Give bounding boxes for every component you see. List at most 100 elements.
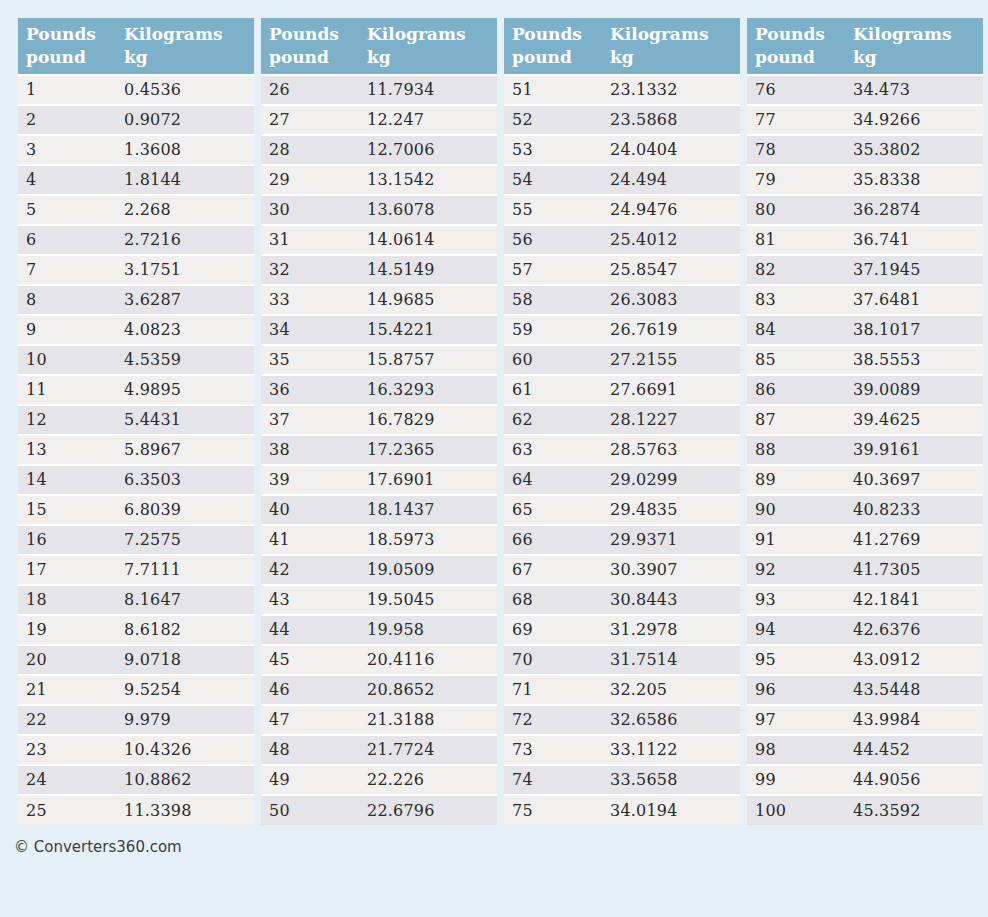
table-row: 20.9072 [18,105,254,135]
kilograms-value: 40.3697 [845,465,983,495]
kilograms-value: 14.0614 [359,225,497,255]
table-row: 8337.6481 [747,285,983,315]
pounds-value: 34 [261,315,359,345]
kilograms-value: 30.3907 [602,555,740,585]
table-row: 4018.1437 [261,495,497,525]
table-row: 177.7111 [18,555,254,585]
table-row: 2712.247 [261,105,497,135]
pounds-value: 91 [747,525,845,555]
table-row: 73.1751 [18,255,254,285]
pounds-header-unit: pound [755,46,845,69]
table-row: 9141.2769 [747,525,983,555]
kilograms-value: 37.1945 [845,255,983,285]
kilograms-value: 7.2575 [116,525,254,555]
table-row: 5926.7619 [504,315,740,345]
table-row: 3214.5149 [261,255,497,285]
table-row: 8136.741 [747,225,983,255]
pounds-value: 53 [504,135,602,165]
table-row: 4721.3188 [261,705,497,735]
table-row: 83.6287 [18,285,254,315]
table-row: 4419.958 [261,615,497,645]
pounds-value: 1 [18,75,116,105]
pounds-value: 27 [261,105,359,135]
kilograms-header-unit: kg [367,46,497,69]
table-row: 4319.5045 [261,585,497,615]
kilograms-value: 31.2978 [602,615,740,645]
pounds-value: 95 [747,645,845,675]
pounds-column-header: Pounds pound [747,18,845,75]
kilograms-value: 14.9685 [359,285,497,315]
pounds-value: 52 [504,105,602,135]
table-header-row: Pounds pound Kilograms kg [747,18,983,75]
kilograms-value: 14.5149 [359,255,497,285]
pounds-header-unit: pound [26,46,116,69]
table-header-row: Pounds pound Kilograms kg [18,18,254,75]
pounds-value: 49 [261,765,359,795]
conversion-table: Pounds pound Kilograms kg 2611.79342712.… [261,18,497,825]
kilograms-value: 30.8443 [602,585,740,615]
kilograms-header-title: Kilograms [124,23,254,46]
pounds-value: 55 [504,195,602,225]
pounds-value: 7 [18,255,116,285]
kilograms-value: 4.5359 [116,345,254,375]
kilograms-value: 23.1332 [602,75,740,105]
pounds-value: 99 [747,765,845,795]
table-row: 31.3608 [18,135,254,165]
pounds-value: 22 [18,705,116,735]
pounds-header-title: Pounds [512,23,602,46]
pounds-value: 98 [747,735,845,765]
kilograms-value: 9.5254 [116,675,254,705]
kilograms-value: 4.9895 [116,375,254,405]
pounds-value: 63 [504,435,602,465]
kilograms-value: 9.0718 [116,645,254,675]
kilograms-column-header: Kilograms kg [845,18,983,75]
pounds-value: 74 [504,765,602,795]
kilograms-value: 27.6691 [602,375,740,405]
kilograms-value: 29.4835 [602,495,740,525]
kilograms-value: 42.1841 [845,585,983,615]
pounds-value: 37 [261,405,359,435]
pounds-value: 58 [504,285,602,315]
kilograms-column-header: Kilograms kg [116,18,254,75]
kilograms-value: 25.4012 [602,225,740,255]
table-row: 10.4536 [18,75,254,105]
kilograms-value: 17.6901 [359,465,497,495]
pounds-value: 43 [261,585,359,615]
kilograms-value: 19.5045 [359,585,497,615]
kilograms-value: 1.8144 [116,165,254,195]
table-row: 7534.0194 [504,795,740,825]
pounds-value: 80 [747,195,845,225]
pounds-value: 56 [504,225,602,255]
table-row: 4520.4116 [261,645,497,675]
conversion-table: Pounds pound Kilograms kg 7634.4737734.9… [747,18,983,825]
pounds-value: 30 [261,195,359,225]
table-row: 7935.8338 [747,165,983,195]
kilograms-value: 15.8757 [359,345,497,375]
kilograms-value: 26.3083 [602,285,740,315]
kilograms-value: 38.5553 [845,345,983,375]
pounds-value: 13 [18,435,116,465]
table-row: 104.5359 [18,345,254,375]
pounds-column-header: Pounds pound [18,18,116,75]
table-row: 5625.4012 [504,225,740,255]
pounds-value: 97 [747,705,845,735]
footer-copyright: © Converters360.com [14,838,988,856]
table-row: 3515.8757 [261,345,497,375]
conversion-table: Pounds pound Kilograms kg 5123.13325223.… [504,18,740,825]
table-row: 9643.5448 [747,675,983,705]
kilograms-value: 29.0299 [602,465,740,495]
kilograms-value: 29.9371 [602,525,740,555]
conversion-tables-container: Pounds pound Kilograms kg 10.453620.9072… [0,0,988,825]
table-row: 5725.8547 [504,255,740,285]
pounds-value: 83 [747,285,845,315]
kilograms-header-unit: kg [610,46,740,69]
table-row: 9944.9056 [747,765,983,795]
pounds-value: 62 [504,405,602,435]
table-row: 6830.8443 [504,585,740,615]
pounds-value: 87 [747,405,845,435]
table-row: 8438.1017 [747,315,983,345]
pounds-value: 54 [504,165,602,195]
table-row: 198.6182 [18,615,254,645]
kilograms-value: 41.7305 [845,555,983,585]
table-row: 7132.205 [504,675,740,705]
